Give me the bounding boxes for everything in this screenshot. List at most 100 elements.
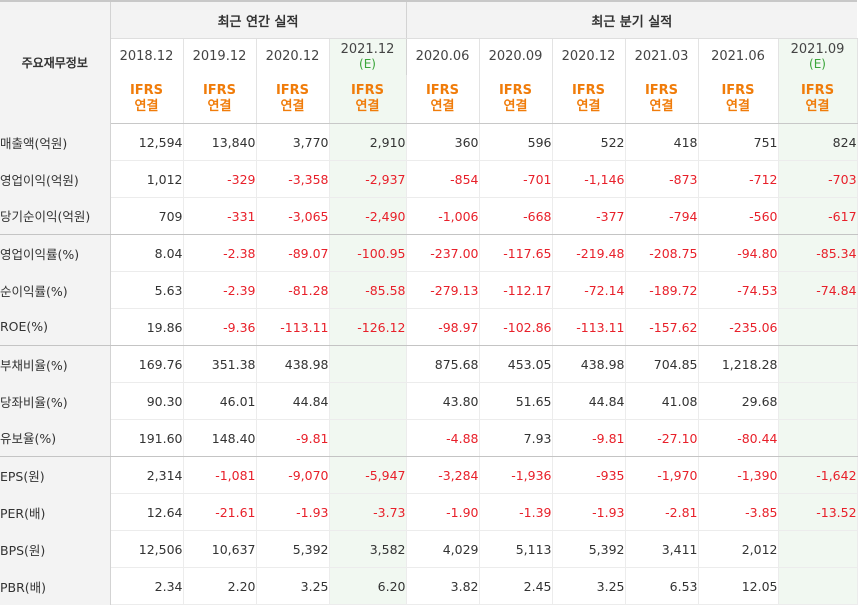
table-cell: -331	[183, 197, 257, 235]
table-cell: 4,029	[406, 530, 480, 568]
consolidation-label: 연결	[207, 99, 232, 114]
table-cell: 5,392	[256, 530, 330, 568]
table-cell	[329, 419, 407, 457]
table-row: 영업이익률(%) 8.04 -2.38 -89.07 -100.95 -237.00 -11…	[0, 234, 858, 272]
table-cell: -3,358	[256, 160, 330, 198]
table-cell: -2.39	[183, 271, 257, 309]
consolidation-label: 연결	[430, 99, 455, 114]
table-cell: -377	[552, 197, 626, 235]
period-header: 2021.06	[698, 38, 779, 75]
period-header: 2018.12	[110, 38, 184, 75]
table-cell: -74.53	[698, 271, 779, 309]
table-cell: -1,006	[406, 197, 480, 235]
table-row: 영업이익(억원) 1,012 -329 -3,358 -2,937 -854 -701 -1,…	[0, 160, 858, 198]
table-cell: -854	[406, 160, 480, 198]
table-cell: -1,936	[479, 456, 553, 494]
period-header: 2020.06	[406, 38, 480, 75]
table-cell: 709	[110, 197, 184, 235]
consolidation-label: 연결	[726, 99, 750, 114]
table-cell: -219.48	[552, 234, 626, 272]
table-cell: 148.40	[183, 419, 257, 457]
period-label: 2019.12	[192, 49, 247, 64]
table-cell: -935	[552, 456, 626, 494]
row-label: 부채비율(%)	[0, 345, 111, 383]
table-cell: -1.93	[256, 493, 330, 531]
accounting-standard-header: IFRS 연결	[256, 75, 330, 124]
table-cell: 44.84	[552, 382, 626, 420]
table-cell: -113.11	[552, 308, 626, 346]
consolidation-label: 연결	[576, 99, 601, 114]
period-label: 2018.12	[119, 49, 174, 64]
accounting-standard-label: IFRS	[644, 83, 679, 98]
accounting-standard-header: IFRS 연결	[406, 75, 480, 124]
table-cell: -9.36	[183, 308, 257, 346]
period-label: 2020.12	[561, 49, 616, 64]
table-cell: 2.45	[479, 567, 553, 605]
row-label: 영업이익률(%)	[0, 234, 111, 272]
row-label: 순이익률(%)	[0, 271, 111, 309]
table-cell: -701	[479, 160, 553, 198]
table-cell: -1,970	[625, 456, 699, 494]
table-cell: 43.80	[406, 382, 480, 420]
accounting-standard-header: IFRS 연결	[698, 75, 779, 124]
table-cell	[778, 530, 858, 568]
table-cell: -98.97	[406, 308, 480, 346]
row-label: 당기순이익(억원)	[0, 197, 111, 235]
table-cell: -3.73	[329, 493, 407, 531]
table-cell	[329, 345, 407, 383]
period-label: 2021.09	[790, 42, 845, 57]
period-header: 2020.12	[256, 38, 330, 75]
table-cell: 191.60	[110, 419, 184, 457]
table-cell: 751	[698, 123, 779, 161]
accounting-standard-label: IFRS	[425, 83, 460, 98]
accounting-standard-label: IFRS	[571, 83, 606, 98]
table-cell: 5,113	[479, 530, 553, 568]
table-cell: -157.62	[625, 308, 699, 346]
table-cell: 453.05	[479, 345, 553, 383]
consolidation-label: 연결	[134, 99, 159, 114]
row-label: PBR(배)	[0, 567, 111, 605]
table-cell: -235.06	[698, 308, 779, 346]
table-row: PBR(배) 2.34 2.20 3.25 6.20 3.82 2.45 3.25 6.53 12…	[0, 567, 858, 605]
accounting-standard-header: IFRS 연결	[778, 75, 858, 124]
accounting-standard-header: IFRS 연결	[479, 75, 553, 124]
accounting-standard-label: IFRS	[800, 83, 835, 98]
table-cell: -81.28	[256, 271, 330, 309]
table-cell: -208.75	[625, 234, 699, 272]
table-row: 순이익률(%) 5.63 -2.39 -81.28 -85.58 -279.13 -112.…	[0, 271, 858, 309]
period-header-row: 2018.12 2019.12 2020.12 2021.12 (E) 2020.06 20…	[0, 38, 858, 75]
table-cell: -703	[778, 160, 858, 198]
accounting-standard-header: IFRS 연결	[183, 75, 257, 124]
table-cell	[329, 382, 407, 420]
table-cell: -1.93	[552, 493, 626, 531]
period-label: 2021.03	[634, 49, 689, 64]
table-cell: -617	[778, 197, 858, 235]
period-label: 2021.12	[340, 42, 395, 57]
table-row: 매출액(억원) 12,594 13,840 3,770 2,910 360 596 522 41…	[0, 123, 858, 161]
table-cell: -3,284	[406, 456, 480, 494]
table-cell: -85.58	[329, 271, 407, 309]
table-cell: -117.65	[479, 234, 553, 272]
table-cell: -2.38	[183, 234, 257, 272]
table-cell: -873	[625, 160, 699, 198]
table-cell: -2,937	[329, 160, 407, 198]
table-cell: 19.86	[110, 308, 184, 346]
table-row: BPS(원) 12,506 10,637 5,392 3,582 4,029 5,113 5,…	[0, 530, 858, 568]
table-row: EPS(원) 2,314 -1,081 -9,070 -5,947 -3,284 -1,93…	[0, 456, 858, 494]
table-cell: -1,642	[778, 456, 858, 494]
table-cell: -2.81	[625, 493, 699, 531]
table-row: 유보율(%) 191.60 148.40 -9.81 -4.88 7.93 -9.81 -27…	[0, 419, 858, 457]
table-cell: 3.82	[406, 567, 480, 605]
row-label: 유보율(%)	[0, 419, 111, 457]
accounting-header-row: IFRS 연결 IFRS 연결 IFRS 연결 IFRS 연결 IFRS 연결 IFRS 연결 IFRS…	[0, 75, 858, 124]
table-cell: -4.88	[406, 419, 480, 457]
consolidation-label: 연결	[355, 99, 380, 114]
table-cell: -668	[479, 197, 553, 235]
estimate-mark: (E)	[809, 57, 826, 71]
table-cell: 6.20	[329, 567, 407, 605]
consolidation-label: 연결	[649, 99, 674, 114]
table-cell: -85.34	[778, 234, 858, 272]
table-cell: -100.95	[329, 234, 407, 272]
table-cell: 44.84	[256, 382, 330, 420]
accounting-standard-label: IFRS	[275, 83, 310, 98]
